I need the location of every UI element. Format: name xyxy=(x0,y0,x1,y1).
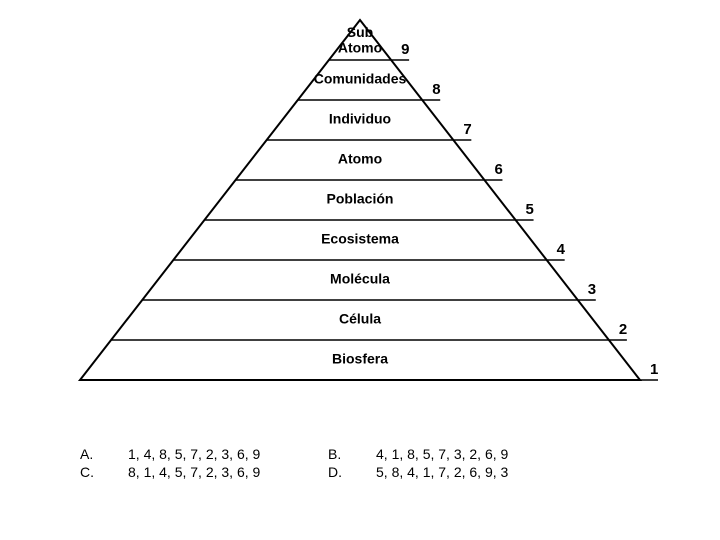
pyramid-level-number: 1 xyxy=(650,361,658,378)
pyramid-level-label: Comunidades xyxy=(314,71,407,87)
pyramid-level-number: 7 xyxy=(463,121,471,138)
answer-row: A. 1, 4, 8, 5, 7, 2, 3, 6, 9 B. 4, 1, 8,… xyxy=(80,445,576,463)
answer-letter: B. xyxy=(328,445,376,463)
answer-row: C. 8, 1, 4, 5, 7, 2, 3, 6, 9 D. 5, 8, 4,… xyxy=(80,463,576,481)
pyramid-level-number: 6 xyxy=(494,161,502,178)
pyramid-level-label: Molécula xyxy=(330,271,390,287)
pyramid-level-number: 3 xyxy=(588,281,596,298)
answer-sequence: 8, 1, 4, 5, 7, 2, 3, 6, 9 xyxy=(128,463,328,481)
pyramid-level-label: Biosfera xyxy=(332,351,388,367)
pyramid-level-label: Individuo xyxy=(329,111,391,127)
answer-letter: D. xyxy=(328,463,376,481)
pyramid-level-number: 4 xyxy=(557,241,566,258)
pyramid-diagram: SubAtomo Comunidades Individuo Atomo Poblaci… xyxy=(0,0,720,420)
pyramid-level-label: Ecosistema xyxy=(321,231,399,247)
pyramid-level-label: Célula xyxy=(339,311,381,327)
pyramid-level-label: Población xyxy=(327,191,394,207)
answer-sequence: 5, 8, 4, 1, 7, 2, 6, 9, 3 xyxy=(376,463,576,481)
pyramid-level-number: 5 xyxy=(526,201,534,218)
pyramid-level-number: 9 xyxy=(401,41,409,58)
answer-sequence: 4, 1, 8, 5, 7, 3, 2, 6, 9 xyxy=(376,445,576,463)
pyramid-level-label: SubAtomo xyxy=(338,24,382,55)
answer-letter: A. xyxy=(80,445,128,463)
answer-letter: C. xyxy=(80,463,128,481)
answer-sequence: 1, 4, 8, 5, 7, 2, 3, 6, 9 xyxy=(128,445,328,463)
pyramid-level-label: Atomo xyxy=(338,151,382,167)
pyramid-level-number: 8 xyxy=(432,81,440,98)
answer-options: A. 1, 4, 8, 5, 7, 2, 3, 6, 9 B. 4, 1, 8,… xyxy=(80,445,576,481)
pyramid-level-number: 2 xyxy=(619,321,627,338)
